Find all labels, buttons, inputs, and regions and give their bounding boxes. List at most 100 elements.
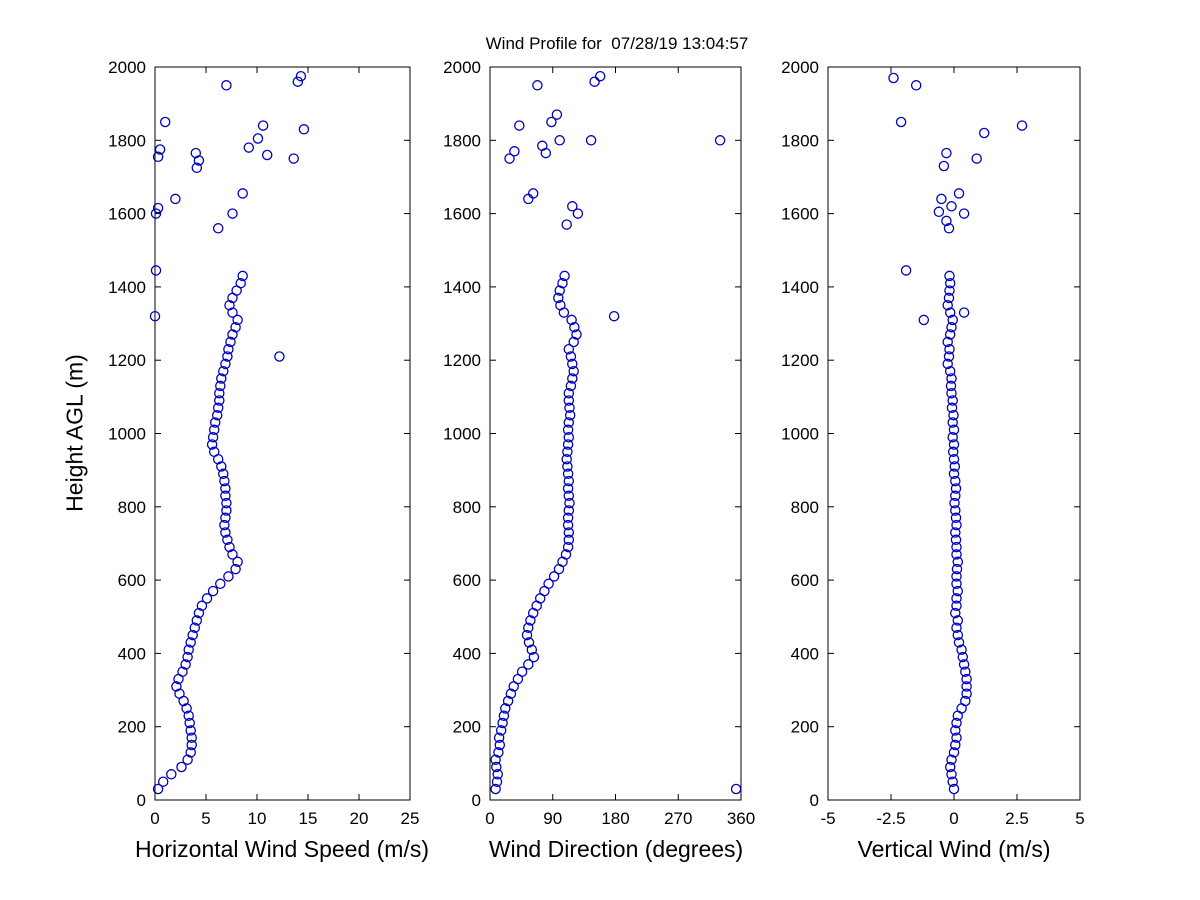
data-point-marker (516, 666, 528, 677)
data-point-marker (206, 439, 218, 450)
y-tick-label: 0 (472, 791, 481, 810)
data-point-marker (526, 644, 538, 655)
data-point-marker (237, 270, 248, 282)
data-point-marker (561, 453, 572, 465)
data-point-marker (947, 417, 958, 428)
data-point-marker (176, 761, 187, 773)
data-point-marker (220, 490, 231, 502)
y-tick-label: 600 (118, 571, 146, 590)
data-point-marker (563, 505, 575, 516)
data-point-marker (216, 373, 227, 384)
data-point-marker (218, 365, 229, 377)
y-tick-label: 200 (118, 718, 146, 737)
data-point-marker (948, 747, 960, 758)
y-tick-label: 400 (791, 644, 819, 663)
data-point-marker (563, 534, 575, 546)
data-point-marker (951, 541, 962, 553)
y-tick-label: 800 (791, 498, 819, 517)
data-point-marker (497, 717, 508, 729)
data-point-marker (209, 417, 221, 428)
data-point-marker (951, 571, 962, 582)
data-point-marker (185, 747, 196, 758)
data-point-marker (960, 666, 971, 677)
data-point-marker (201, 593, 213, 604)
x-tick-label: 270 (664, 809, 692, 828)
data-point-marker (494, 739, 506, 751)
data-point-marker (951, 549, 962, 560)
data-point-marker (215, 380, 226, 392)
data-point-marker (946, 373, 957, 384)
data-point-marker (961, 681, 972, 692)
data-point-marker (608, 310, 620, 322)
data-point-marker (152, 151, 164, 163)
data-point-marker (523, 659, 534, 670)
data-point-marker (950, 739, 961, 751)
data-point-marker (528, 651, 540, 663)
data-point-marker (554, 135, 565, 146)
data-point-marker (567, 201, 578, 212)
data-point-marker (493, 747, 504, 758)
data-point-marker (232, 556, 243, 568)
data-point-marker (565, 380, 577, 392)
data-point-marker (941, 147, 952, 159)
data-point-marker (971, 153, 982, 164)
y-tick-label: 0 (810, 791, 819, 810)
data-point-marker (553, 292, 564, 304)
data-point-marker (523, 622, 534, 633)
data-point-marker (298, 124, 310, 135)
y-tick-label: 1400 (443, 278, 481, 297)
data-point-marker (953, 188, 965, 199)
data-point-marker (569, 321, 580, 333)
data-point-marker (523, 193, 534, 205)
y-tick-label: 400 (453, 644, 481, 663)
x-tick-label: 5 (1075, 809, 1084, 828)
data-point-marker (946, 402, 958, 414)
data-point-marker (182, 651, 193, 663)
data-point-marker (944, 270, 955, 282)
data-point-marker (953, 637, 965, 648)
data-point-marker (220, 483, 231, 494)
data-point-marker (957, 651, 969, 663)
data-point-marker (568, 365, 579, 377)
data-point-marker (948, 424, 960, 436)
data-point-marker (525, 615, 536, 626)
data-point-marker (224, 299, 235, 311)
data-point-marker (950, 483, 962, 494)
data-point-marker (950, 607, 961, 619)
plot-panel-horizontal-wind-speed: 0 5 10 15 20 25 0 200 400 600 800 1000 1200 1400 1600 1… (108, 58, 419, 828)
y-tick-label: 0 (137, 791, 146, 810)
data-point-marker (895, 116, 907, 128)
y-tick-label: 200 (453, 718, 481, 737)
x-tick-label: 0 (949, 809, 958, 828)
data-point-marker (180, 659, 191, 670)
data-point-marker (567, 358, 578, 370)
y-tick-label: 1800 (108, 131, 146, 150)
y-axis-label: Height AGL (m) (61, 354, 88, 512)
y-tick-label: 1600 (443, 205, 481, 224)
data-point-marker (490, 754, 501, 765)
y-tick-label: 1200 (781, 351, 819, 370)
data-point-marker (562, 446, 573, 458)
data-point-marker (938, 160, 950, 172)
data-point-marker (943, 292, 955, 304)
data-point-marker (218, 468, 229, 480)
data-point-marker (220, 512, 231, 524)
data-point-marker (491, 776, 503, 787)
data-point-marker (149, 310, 161, 322)
data-point-marker (952, 585, 964, 597)
data-point-marker (961, 688, 972, 699)
data-point-marker (948, 468, 960, 480)
data-point-marker (951, 732, 962, 743)
data-point-marker (216, 461, 227, 472)
figure-title: Wind Profile for 07/28/19 13:04:57 (485, 34, 749, 53)
data-point-marker (571, 329, 582, 340)
y-tick-label: 1400 (108, 278, 146, 297)
data-point-marker (950, 490, 961, 502)
data-point-marker (227, 307, 238, 318)
x-tick-label: 0 (150, 809, 159, 828)
data-point-marker (498, 710, 510, 721)
data-point-marker (564, 402, 575, 414)
data-point-marker (252, 133, 264, 144)
data-point-marker (187, 629, 198, 641)
data-point-marker (948, 439, 960, 450)
